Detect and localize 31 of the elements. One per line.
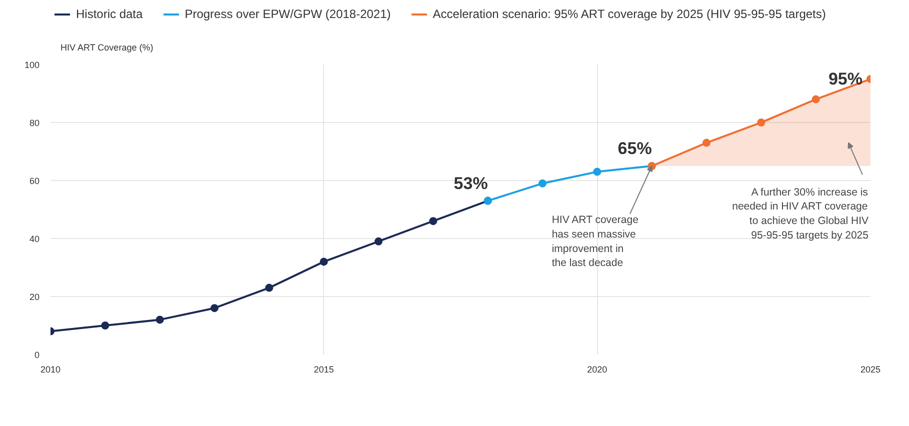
point [593,168,602,176]
legend-label: Progress over EPW/GPW (2018-2021) [184,7,391,21]
annotation: A further 30% increase is needed in HIV ART coverage to achieve the Global HIV 95-95-95 targets by 2025 [732,186,869,242]
y-tick-label: 100 [24,60,40,70]
point [265,284,274,292]
annotation: 95% [828,70,863,88]
annotation: 65% [618,139,652,158]
point [374,237,382,246]
y-tick-label: 20 [29,292,40,302]
point [429,217,438,226]
y-axis-title: HIV ART Coverage (%) [60,42,154,52]
point [101,322,110,330]
x-tick-label: 2025 [860,364,881,374]
y-tick-label: 60 [29,176,40,186]
point [210,304,218,312]
point [757,118,766,126]
annotation: HIV ART coverage has seen massive improvement in the last decade [552,214,639,270]
legend-label: Acceleration scenario: 95% ART coverage by 2025 (HIV 95-95-95 targets) [432,7,826,21]
annotation: 53% [454,174,488,193]
y-tick-label: 0 [34,350,40,360]
y-tick-label: 80 [29,118,40,128]
point [812,95,820,104]
legend-label: Historic data [76,7,143,21]
x-tick-label: 2010 [40,364,61,374]
x-tick-label: 2015 [314,364,334,374]
point [538,179,546,188]
point [702,138,710,147]
point [156,316,164,324]
x-tick-label: 2020 [587,364,608,374]
point [320,258,328,266]
y-tick-label: 40 [29,234,40,244]
